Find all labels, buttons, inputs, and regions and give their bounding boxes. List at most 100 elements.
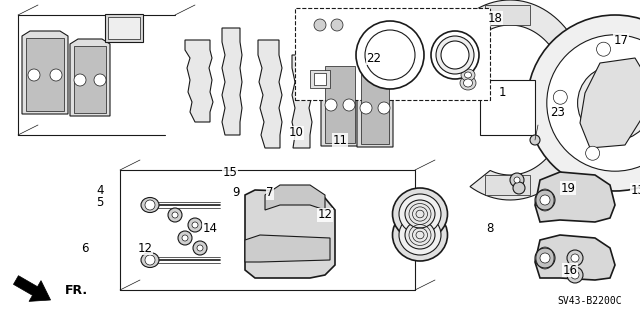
Ellipse shape (461, 69, 475, 81)
Text: 9: 9 (232, 187, 240, 199)
Text: 18: 18 (488, 11, 502, 25)
Circle shape (571, 271, 579, 279)
Polygon shape (265, 185, 325, 210)
Text: 15: 15 (223, 167, 237, 180)
Circle shape (50, 69, 62, 81)
Circle shape (360, 102, 372, 114)
Circle shape (182, 235, 188, 241)
Text: 8: 8 (486, 221, 493, 234)
Circle shape (510, 173, 524, 187)
Text: FR.: FR. (65, 285, 88, 298)
Circle shape (530, 135, 540, 145)
Circle shape (540, 195, 550, 205)
Circle shape (74, 74, 86, 86)
Polygon shape (485, 5, 530, 25)
Circle shape (193, 241, 207, 255)
Bar (295, 8, 490, 100)
Polygon shape (580, 58, 640, 148)
Ellipse shape (405, 221, 435, 249)
Ellipse shape (465, 72, 472, 78)
Circle shape (571, 254, 579, 262)
Ellipse shape (399, 194, 441, 234)
Ellipse shape (365, 30, 415, 80)
Text: SV43-B2200C: SV43-B2200C (557, 296, 622, 306)
Circle shape (168, 208, 182, 222)
Text: 13: 13 (630, 183, 640, 197)
Text: 10: 10 (289, 127, 303, 139)
Ellipse shape (405, 200, 435, 228)
Ellipse shape (441, 41, 469, 69)
Circle shape (94, 74, 106, 86)
Circle shape (145, 255, 155, 265)
Circle shape (343, 99, 355, 111)
Ellipse shape (399, 215, 441, 255)
Bar (108, 17, 140, 39)
Polygon shape (245, 235, 330, 262)
Bar (480, 80, 535, 135)
Ellipse shape (598, 86, 632, 120)
Text: 5: 5 (96, 196, 104, 209)
Polygon shape (26, 38, 64, 111)
Text: 14: 14 (202, 221, 218, 234)
Polygon shape (535, 235, 615, 280)
Circle shape (567, 250, 583, 266)
Text: 12: 12 (317, 209, 333, 221)
Text: 16: 16 (563, 263, 577, 277)
Text: 19: 19 (561, 182, 575, 195)
Text: 4: 4 (96, 183, 104, 197)
Circle shape (314, 19, 326, 31)
Ellipse shape (431, 31, 479, 79)
Text: 17: 17 (614, 33, 628, 47)
Circle shape (540, 253, 550, 263)
Circle shape (188, 218, 202, 232)
Ellipse shape (392, 209, 447, 261)
Polygon shape (13, 276, 51, 301)
Circle shape (197, 245, 203, 251)
Circle shape (596, 42, 611, 56)
Ellipse shape (436, 36, 474, 74)
Circle shape (325, 99, 337, 111)
Ellipse shape (141, 197, 159, 212)
Circle shape (567, 267, 583, 283)
Polygon shape (70, 39, 110, 116)
Polygon shape (470, 0, 590, 200)
Polygon shape (222, 28, 242, 135)
Circle shape (554, 90, 567, 104)
Polygon shape (185, 40, 213, 122)
Circle shape (172, 212, 178, 218)
Ellipse shape (547, 35, 640, 171)
Polygon shape (485, 175, 530, 195)
Circle shape (28, 69, 40, 81)
Text: 11: 11 (333, 133, 348, 146)
Circle shape (192, 222, 198, 228)
Polygon shape (74, 46, 106, 113)
Ellipse shape (463, 79, 472, 87)
Circle shape (331, 19, 343, 31)
Bar (105, 14, 143, 42)
Ellipse shape (392, 188, 447, 240)
Circle shape (535, 248, 555, 268)
Polygon shape (292, 55, 312, 148)
Polygon shape (258, 40, 282, 148)
Circle shape (535, 190, 555, 210)
Text: 6: 6 (81, 241, 89, 255)
Circle shape (370, 55, 382, 67)
Polygon shape (321, 59, 359, 146)
Text: 22: 22 (367, 51, 381, 64)
Text: 23: 23 (550, 106, 565, 118)
Ellipse shape (460, 76, 476, 90)
Circle shape (145, 200, 155, 210)
Polygon shape (357, 64, 393, 147)
Circle shape (514, 177, 520, 183)
Circle shape (586, 146, 600, 160)
Ellipse shape (356, 21, 424, 89)
Circle shape (178, 231, 192, 245)
Ellipse shape (527, 15, 640, 191)
Polygon shape (245, 190, 335, 278)
Circle shape (378, 102, 390, 114)
Text: 12: 12 (138, 241, 152, 255)
Polygon shape (325, 66, 355, 143)
Ellipse shape (578, 66, 640, 140)
Bar (310, 70, 330, 88)
Text: 1: 1 (499, 85, 506, 99)
